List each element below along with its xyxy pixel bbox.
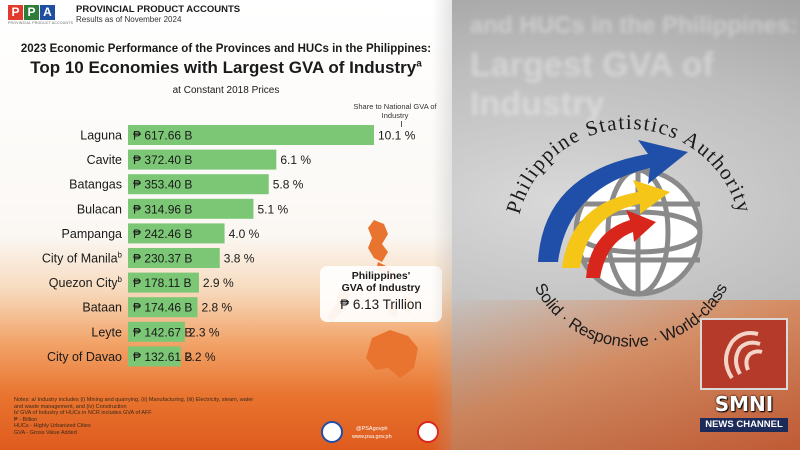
ppa-logo-letter: A — [40, 5, 55, 20]
psa-seal-logo: Philippine Statistics Authority Solid · … — [501, 110, 756, 351]
infographic-subtitle: at Constant 2018 Prices — [172, 85, 280, 96]
blue-swoosh-icon — [538, 140, 688, 262]
share-note-tick — [401, 121, 402, 127]
footer-social-handle: @PSAgovph — [356, 426, 388, 432]
bar-value-label: ₱ 178.11 B — [133, 276, 192, 290]
bar — [128, 346, 181, 367]
share-label: 2.2 % — [185, 350, 216, 364]
header-title: PROVINCIAL PRODUCT ACCOUNTS — [76, 4, 241, 15]
category-label: Laguna — [80, 129, 122, 143]
bar-value-label: ₱ 242.46 B — [133, 227, 192, 241]
footnote-line: and waste management, and (iv) Construct… — [14, 403, 127, 410]
footnote-line: ₱ - Billion — [14, 416, 38, 423]
bar — [128, 248, 220, 268]
bar-value-label: ₱ 230.37 B — [133, 252, 192, 266]
bar-value-label: ₱ 142.67 B — [133, 325, 192, 339]
share-label: 3.8 % — [224, 252, 255, 266]
footnote-line: GVA - Gross Value Added — [14, 429, 77, 436]
bar — [128, 297, 198, 318]
national-total-label-2: GVA of Industry — [341, 282, 421, 294]
footnotes: Notes: a/ Industry includes (i) Mining a… — [14, 397, 314, 437]
footnote-line: Notes: a/ Industry includes (i) Mining a… — [14, 397, 254, 403]
ppa-logo-letter: P — [8, 5, 23, 20]
yellow-swoosh-icon — [562, 180, 670, 268]
bar — [128, 321, 185, 342]
infographic-title: Top 10 Economies with Largest GVA of Ind… — [0, 58, 452, 78]
national-total-box: Philippines' GVA of Industry ₱ 6.13 Tril… — [320, 266, 442, 322]
footer-url: www.psa.gov.ph — [352, 434, 392, 440]
bar — [128, 272, 199, 293]
ghost-title-line2: Largest GVA of Industry — [470, 46, 714, 123]
share-label: 5.1 % — [257, 202, 288, 216]
infographic-title-text: Top 10 Economies with Largest GVA of Ind… — [30, 58, 417, 77]
gva-bar-chart: Laguna ₱ 617.66 B 10.1 % Cavite ₱ 372.40 B 6.… — [42, 125, 416, 367]
footnote-line: b/ GVA of Industry of HUCs in NCR includ… — [14, 410, 152, 417]
share-label: 2.3 % — [189, 325, 220, 339]
ppa-logo-tagline: PROVINCIAL PRODUCT ACCOUNTS — [8, 21, 74, 25]
bar — [128, 223, 225, 244]
share-label: 10.1 % — [378, 129, 416, 143]
share-label: 4.0 % — [229, 227, 260, 241]
category-superscript: b — [118, 251, 123, 260]
red-swoosh-icon — [586, 210, 656, 278]
category-label: Bulacan — [77, 202, 122, 216]
title-superscript: a — [416, 58, 422, 70]
share-label: 6.1 % — [280, 153, 311, 167]
national-total-label: Philippines' — [351, 270, 411, 282]
infographic-title-line1: 2023 Economic Performance of the Provinc… — [20, 43, 432, 55]
share-label: 5.8 % — [273, 178, 304, 192]
bar-value-label: ₱ 132.61 B — [133, 350, 192, 364]
smni-channel-label: NEWS CHANNEL — [700, 418, 788, 432]
footnote-line: HUCs - Highly Urbanized Cities — [14, 423, 91, 430]
category-label: Cavite — [87, 153, 122, 167]
bar-value-label: ₱ 174.46 B — [133, 301, 192, 315]
footer-logos — [321, 421, 439, 443]
category-label: Pampanga — [62, 227, 123, 241]
category-label: Bataan — [82, 301, 122, 315]
share-note: Share to National GVA of Industry — [353, 102, 437, 120]
category-label: Leyte — [91, 325, 122, 339]
national-total-value: ₱ 6.13 Trillion — [340, 297, 422, 312]
share-label: 2.8 % — [201, 301, 232, 315]
bar-value-label: ₱ 617.66 B — [133, 129, 192, 143]
smni-name: SMNI — [714, 392, 774, 416]
bar-value-label: ₱ 372.40 B — [133, 153, 192, 167]
smni-logo-icon — [700, 318, 788, 390]
category-label: City of Davao — [47, 350, 122, 364]
card-edge-fade — [432, 0, 452, 450]
bar — [128, 198, 254, 219]
category-superscript: b — [118, 275, 123, 284]
bar — [128, 174, 269, 195]
ppa-logo-letter: P — [24, 5, 39, 20]
category-label: Quezon Cityb — [49, 275, 123, 290]
ghost-title-line1: and HUCs in the Philippines: — [470, 12, 799, 39]
category-label: Batangas — [69, 178, 122, 192]
smni-badge: SMNI NEWS CHANNEL — [700, 318, 788, 438]
bar-value-label: ₱ 314.96 B — [133, 202, 192, 216]
header-subtitle: Results as of November 2024 — [76, 15, 182, 24]
share-label: 2.9 % — [203, 276, 234, 290]
bar — [128, 149, 277, 170]
bar-value-label: ₱ 353.40 B — [133, 178, 192, 192]
category-label: City of Manilab — [42, 251, 123, 266]
bar — [128, 125, 374, 145]
